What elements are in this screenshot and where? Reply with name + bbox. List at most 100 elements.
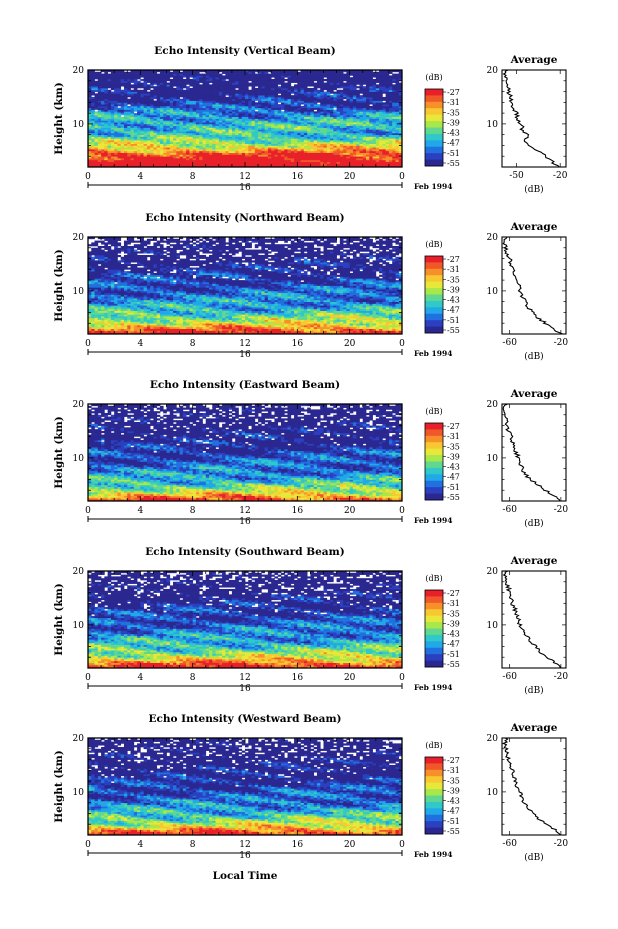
heatmap-cell <box>333 92 337 94</box>
heatmap-cell <box>170 72 174 74</box>
heatmap-cell <box>180 99 184 101</box>
heatmap-cell <box>108 74 112 76</box>
heatmap-cell <box>117 108 121 110</box>
heatmap-cell <box>359 95 363 97</box>
heatmap-image <box>88 70 402 167</box>
heatmap-cell <box>95 81 99 83</box>
heatmap-cell <box>337 90 341 92</box>
heatmap-cell <box>356 90 360 92</box>
heatmap-cell <box>307 88 311 90</box>
heatmap-cell <box>255 88 259 90</box>
heatmap-cell <box>248 83 252 85</box>
heatmap-cell <box>202 74 206 76</box>
heatmap-cell <box>140 83 144 85</box>
heatmap-cell <box>140 90 144 92</box>
heatmap-cell <box>278 104 282 106</box>
heatmap-cell <box>255 74 259 76</box>
heatmap-cell <box>389 75 393 77</box>
heatmap-cell <box>395 74 399 76</box>
heatmap-cell <box>324 79 328 81</box>
heatmap-cell <box>222 75 226 77</box>
heatmap-cell <box>127 72 131 74</box>
heatmap-cell <box>235 90 239 92</box>
heatmap-cell <box>167 83 171 85</box>
heatmap-cell <box>343 101 347 103</box>
panel-title: Echo Intensity (Vertical Beam) <box>154 45 335 57</box>
heatmap-cell <box>147 92 151 94</box>
heatmap-cell <box>268 74 272 76</box>
heatmap-cell <box>95 93 99 95</box>
heatmap-cell <box>170 79 174 81</box>
heatmap-cell <box>297 72 301 74</box>
heatmap-cell <box>153 86 157 88</box>
heatmap-cell <box>324 83 328 85</box>
heatmap-cell <box>363 86 367 88</box>
heatmap-cell <box>140 79 144 81</box>
heatmap-cell <box>186 86 190 88</box>
heatmap-cell <box>301 106 305 108</box>
heatmap-cell <box>183 90 187 92</box>
heatmap-cell <box>131 84 135 86</box>
heatmap-cell <box>137 90 141 92</box>
heatmap-cell <box>147 84 151 86</box>
heatmap-cell <box>373 79 377 81</box>
heatmap-cell <box>324 92 328 94</box>
heatmap-cell <box>317 104 321 106</box>
heatmap-cell <box>330 95 334 97</box>
heatmap-cell <box>356 86 360 88</box>
heatmap-cell <box>392 84 396 86</box>
heatmap-cell <box>173 88 177 90</box>
heatmap-cell <box>333 110 337 112</box>
heatmap-cell <box>291 86 295 88</box>
heatmap-cell <box>314 111 318 113</box>
heatmap-cell <box>189 79 193 81</box>
heatmap-cell <box>199 84 203 86</box>
heatmap-cell <box>150 90 154 92</box>
heatmap-cell <box>255 111 259 113</box>
heatmap-cell <box>131 90 135 92</box>
heatmap-cell <box>382 97 386 99</box>
heatmap-cell <box>199 74 203 76</box>
heatmap-cell <box>376 84 380 86</box>
heatmap-cell <box>121 90 125 92</box>
heatmap-cell <box>314 83 318 85</box>
panel-1: Echo Intensity (Vertical Beam)2010Height… <box>53 45 568 195</box>
heatmap-cell <box>95 111 99 113</box>
heatmap-cell <box>343 83 347 85</box>
heatmap-cell <box>350 77 354 79</box>
heatmap-cell <box>108 90 112 92</box>
heatmap-cell <box>134 113 138 115</box>
heatmap-cell <box>340 90 344 92</box>
heatmap-cell <box>127 106 131 108</box>
heatmap-cell <box>281 111 285 113</box>
heatmap-cell <box>284 83 288 85</box>
heatmap-cell <box>317 90 321 92</box>
heatmap-cell <box>294 84 298 86</box>
heatmap-cell <box>376 72 380 74</box>
heatmap-cell <box>382 102 386 104</box>
heatmap-cell <box>189 88 193 90</box>
heatmap-cell <box>157 74 161 76</box>
heatmap-cell <box>392 74 396 76</box>
x-axis-label: Local Time <box>213 870 278 882</box>
heatmap-cell <box>225 81 229 83</box>
heatmap-cell <box>137 81 141 83</box>
heatmap-cell <box>127 99 131 101</box>
heatmap-cell <box>95 72 99 74</box>
heatmap-cell <box>91 97 95 99</box>
heatmap-cell <box>255 102 259 104</box>
heatmap-cell <box>310 88 314 90</box>
heatmap-cell <box>284 79 288 81</box>
heatmap-cell <box>343 74 347 76</box>
heatmap-cell <box>291 95 295 97</box>
heatmap-cell <box>180 72 184 74</box>
heatmap-cell <box>121 117 125 119</box>
heatmap-cell <box>219 74 223 76</box>
heatmap-cell <box>209 84 213 86</box>
heatmap-cell <box>101 74 105 76</box>
heatmap-cell <box>111 92 115 94</box>
heatmap-cell <box>278 95 282 97</box>
heatmap-cell <box>271 79 275 81</box>
heatmap-cell <box>248 90 252 92</box>
